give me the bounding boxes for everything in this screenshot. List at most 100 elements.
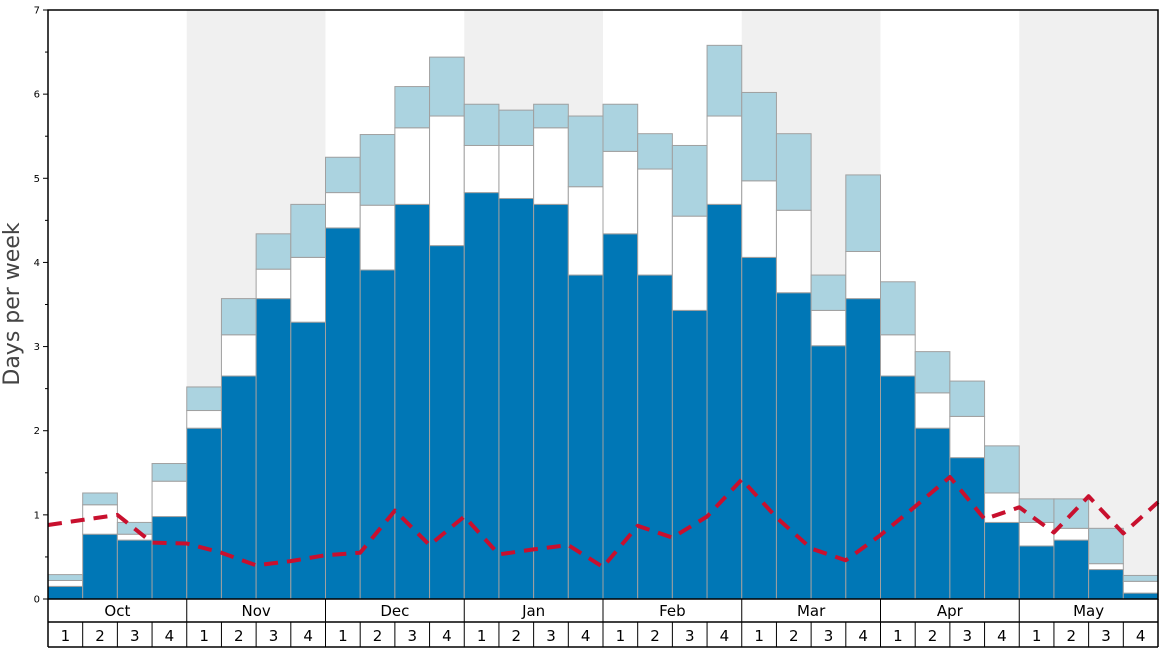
bar-dark-31	[1088, 569, 1124, 600]
bar-white-25	[880, 334, 916, 377]
bar-white-5	[186, 410, 222, 429]
month-label-dec: Dec	[380, 602, 409, 620]
y-tick-label-3: 3	[34, 342, 40, 353]
month-label-feb: Feb	[659, 602, 686, 620]
week-label-12: 4	[442, 627, 452, 645]
bar-light-31	[1088, 527, 1124, 565]
bar-light-26	[914, 351, 951, 394]
bar-dark-24	[845, 298, 881, 600]
bar-light-1	[47, 574, 84, 581]
bar-white-21	[741, 180, 777, 258]
bar-light-15	[533, 103, 569, 129]
bar-light-12	[429, 56, 465, 117]
bar-light-5	[186, 386, 222, 412]
bar-dark-25	[880, 375, 916, 600]
week-label-4: 4	[165, 627, 175, 645]
bar-white-26	[914, 392, 951, 429]
week-label-30: 2	[1067, 627, 1077, 645]
y-tick-label-5: 5	[34, 174, 40, 185]
week-label-28: 4	[997, 627, 1007, 645]
month-label-nov: Nov	[241, 602, 270, 620]
bar-light-25	[880, 281, 916, 336]
bar-dark-30	[1053, 539, 1090, 600]
week-label-18: 2	[650, 627, 660, 645]
bar-dark-22	[775, 292, 812, 600]
week-label-29: 1	[1032, 627, 1042, 645]
week-label-22: 2	[789, 627, 799, 645]
bar-light-9	[325, 156, 361, 194]
bar-dark-14	[498, 197, 535, 600]
bar-white-2	[82, 504, 118, 535]
week-label-9: 1	[338, 627, 348, 645]
bar-white-18	[637, 168, 673, 276]
bar-white-10	[359, 204, 396, 271]
bar-light-23	[810, 274, 847, 311]
week-label-16: 4	[581, 627, 591, 645]
bar-white-32	[1122, 580, 1159, 594]
bar-light-27	[949, 380, 986, 417]
week-label-23: 3	[824, 627, 834, 645]
bar-dark-4	[151, 516, 188, 600]
bar-dark-9	[325, 227, 361, 600]
bar-white-31	[1088, 563, 1124, 571]
bar-white-27	[949, 415, 986, 459]
bar-dark-1	[47, 585, 84, 600]
bar-white-20	[706, 115, 743, 205]
bar-dark-29	[1018, 545, 1055, 600]
bar-dark-20	[706, 203, 743, 600]
bar-light-32	[1122, 574, 1159, 582]
bar-light-19	[671, 144, 708, 217]
week-label-24: 4	[858, 627, 868, 645]
bar-dark-27	[949, 457, 986, 600]
week-label-26: 2	[928, 627, 938, 645]
week-label-1: 1	[61, 627, 71, 645]
week-label-15: 3	[546, 627, 556, 645]
bar-white-3	[116, 533, 153, 541]
y-tick-label-6: 6	[34, 90, 40, 101]
bar-white-14	[498, 144, 535, 199]
dashed-line-series	[47, 475, 1160, 569]
bar-dark-18	[637, 274, 673, 600]
bar-dark-7	[255, 298, 292, 600]
bar-white-12	[429, 115, 465, 247]
week-label-5: 1	[199, 627, 209, 645]
week-label-10: 2	[373, 627, 383, 645]
line-series-group	[47, 475, 1160, 569]
y-tick-label-4: 4	[34, 258, 40, 269]
bar-white-19	[671, 215, 708, 311]
bar-dark-21	[741, 256, 777, 600]
bar-white-29	[1018, 521, 1055, 547]
bar-white-15	[533, 127, 569, 205]
bar-white-23	[810, 309, 847, 347]
bar-dark-8	[290, 321, 326, 600]
week-label-6: 2	[234, 627, 244, 645]
x-axis-group: Oct Nov Dec Jan Feb Mar Apr May 1 2 3 4 1 2 3 4 1 2 3 4 1 2 3 4…	[47, 599, 1159, 648]
bar-dark-15	[533, 203, 569, 600]
bar-dark-5	[186, 427, 222, 600]
week-label-2: 2	[95, 627, 105, 645]
bar-light-24	[845, 174, 881, 252]
bar-dark-32	[1122, 592, 1159, 600]
bar-light-22	[775, 133, 812, 211]
bar-light-6	[220, 298, 257, 336]
week-label-3: 3	[130, 627, 140, 645]
bar-dark-19	[671, 309, 708, 600]
bar-dark-23	[810, 345, 847, 600]
bar-light-20	[706, 44, 743, 117]
bar-light-18	[637, 133, 673, 170]
bar-dark-26	[914, 427, 951, 600]
bar-white-22	[775, 209, 812, 294]
y-axis-label: Days per week	[0, 222, 25, 385]
week-label-25: 1	[893, 627, 903, 645]
bar-light-8	[290, 203, 326, 258]
y-tick-label-7: 7	[34, 6, 40, 17]
bar-white-11	[394, 127, 431, 205]
bar-light-16	[567, 115, 604, 188]
week-label-11: 3	[407, 627, 417, 645]
bar-white-30	[1053, 527, 1090, 541]
bar-light-2	[82, 492, 118, 506]
week-label-31: 3	[1101, 627, 1111, 645]
bar-white-1	[47, 579, 84, 587]
week-label-19: 3	[685, 627, 695, 645]
